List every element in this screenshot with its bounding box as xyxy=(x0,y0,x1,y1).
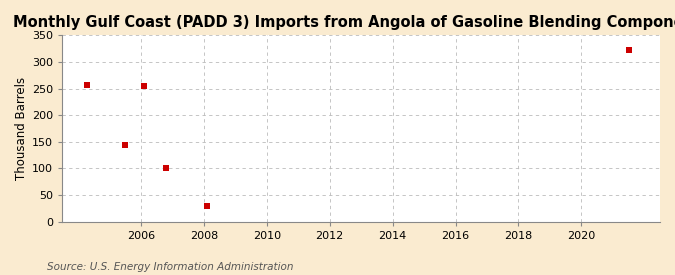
Text: Source: U.S. Energy Information Administration: Source: U.S. Energy Information Administ… xyxy=(47,262,294,272)
Title: Monthly Gulf Coast (PADD 3) Imports from Angola of Gasoline Blending Components: Monthly Gulf Coast (PADD 3) Imports from… xyxy=(13,15,675,30)
Y-axis label: Thousand Barrels: Thousand Barrels xyxy=(15,77,28,180)
